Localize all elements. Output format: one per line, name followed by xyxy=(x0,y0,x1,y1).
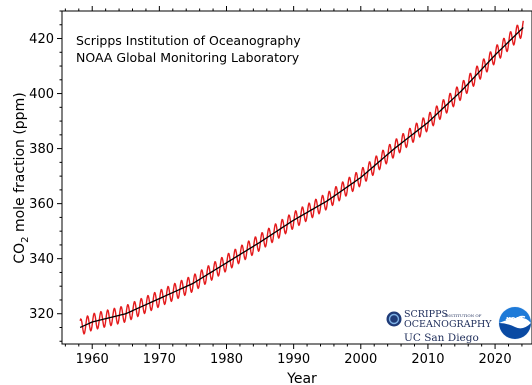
x-tick-label: 1980 xyxy=(210,352,243,367)
scripps-logo-text-1: SCRIPPS xyxy=(404,309,448,320)
scripps-emblem-ring xyxy=(388,313,400,325)
x-axis-title: Year xyxy=(286,371,317,385)
x-axis-ticks: 1960 1970 1980 1990 2000 2010 2020 xyxy=(64,6,523,367)
y-axis-title-subscript: 2 xyxy=(20,237,31,243)
source-annotation-1: Scripps Institution of Oceanography xyxy=(76,33,301,48)
scripps-logo: SCRIPPS INSTITUTION OF OCEANOGRAPHY UC S… xyxy=(386,309,492,344)
y-axis-title-main: CO xyxy=(12,243,28,264)
y-tick-label: 320 xyxy=(29,307,54,322)
x-tick-label: 1970 xyxy=(143,352,176,367)
scripps-logo-text-2: OCEANOGRAPHY xyxy=(404,319,492,330)
y-tick-label: 340 xyxy=(29,252,54,267)
plot-frame xyxy=(61,10,532,345)
y-axis-title: CO2 mole fraction (ppm) xyxy=(12,92,31,263)
y-tick-label: 380 xyxy=(29,142,54,157)
series-line-trend xyxy=(79,27,524,329)
y-tick-label: 360 xyxy=(29,197,54,212)
y-axis-title-rest: mole fraction (ppm) xyxy=(12,92,28,236)
x-tick-label: 1960 xyxy=(76,352,109,367)
scripps-logo-text-1-small: INSTITUTION OF xyxy=(445,313,482,318)
series-line-monthly xyxy=(79,20,524,335)
x-tick-label: 2020 xyxy=(479,352,512,367)
x-tick-label: 2010 xyxy=(411,352,444,367)
noaa-logo-lower xyxy=(499,323,531,339)
ucsd-logo-text: UC San Diego xyxy=(404,332,479,344)
y-axis-ticks: 320 340 360 380 400 420 xyxy=(29,10,62,342)
source-annotation-2: NOAA Global Monitoring Laboratory xyxy=(76,50,300,65)
x-tick-label: 1990 xyxy=(277,352,310,367)
x-tick-label: 2000 xyxy=(344,352,377,367)
y-tick-label: 420 xyxy=(29,32,54,47)
scripps-emblem-icon xyxy=(386,311,402,327)
y-tick-label: 400 xyxy=(29,87,54,102)
noaa-logo-text: NOAA xyxy=(506,317,524,323)
series-layer xyxy=(79,20,524,335)
noaa-logo-gull-icon xyxy=(505,315,526,323)
noaa-logo: NOAA xyxy=(498,306,532,340)
